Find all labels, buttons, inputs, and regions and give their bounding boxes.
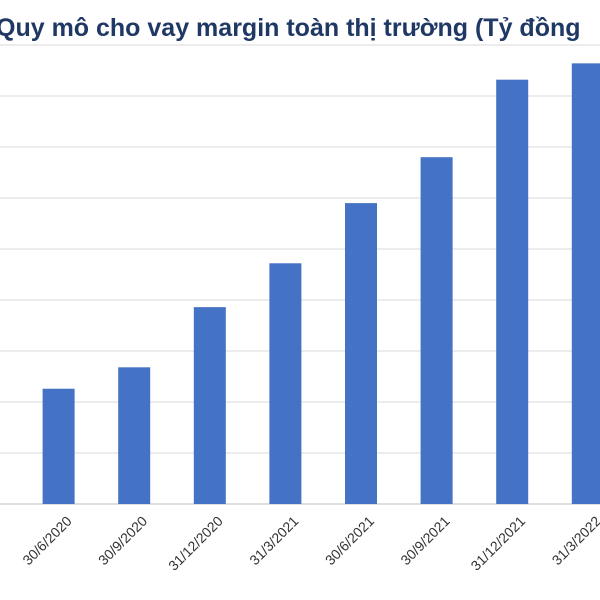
- x-tick-label: 31/12/2020: [165, 513, 226, 574]
- x-tick-label: 30/6/2021: [322, 513, 378, 569]
- x-tick-label: 31/3/2022: [549, 513, 600, 569]
- x-tick-label: 30/9/2020: [95, 513, 151, 569]
- bar-30/6/2021: [345, 203, 377, 504]
- bar-30/6/2020: [42, 388, 75, 504]
- x-tick-label: 31/3/2021: [246, 513, 302, 569]
- bar-31/12/2021: [496, 79, 529, 505]
- x-tick-label: 31/12/2021: [467, 513, 528, 574]
- x-tick-label: 30/9/2021: [397, 513, 453, 569]
- bar-31/3/2022: [571, 63, 600, 505]
- bar-31/12/2020: [193, 307, 226, 504]
- bar-30/9/2021: [420, 157, 453, 504]
- bar-30/9/2020: [118, 367, 151, 504]
- chart-title: Quy mô cho vay margin toàn thị trường (T…: [0, 14, 581, 42]
- bar-31/3/2021: [269, 263, 302, 504]
- x-tick-label: 30/6/2020: [19, 513, 75, 569]
